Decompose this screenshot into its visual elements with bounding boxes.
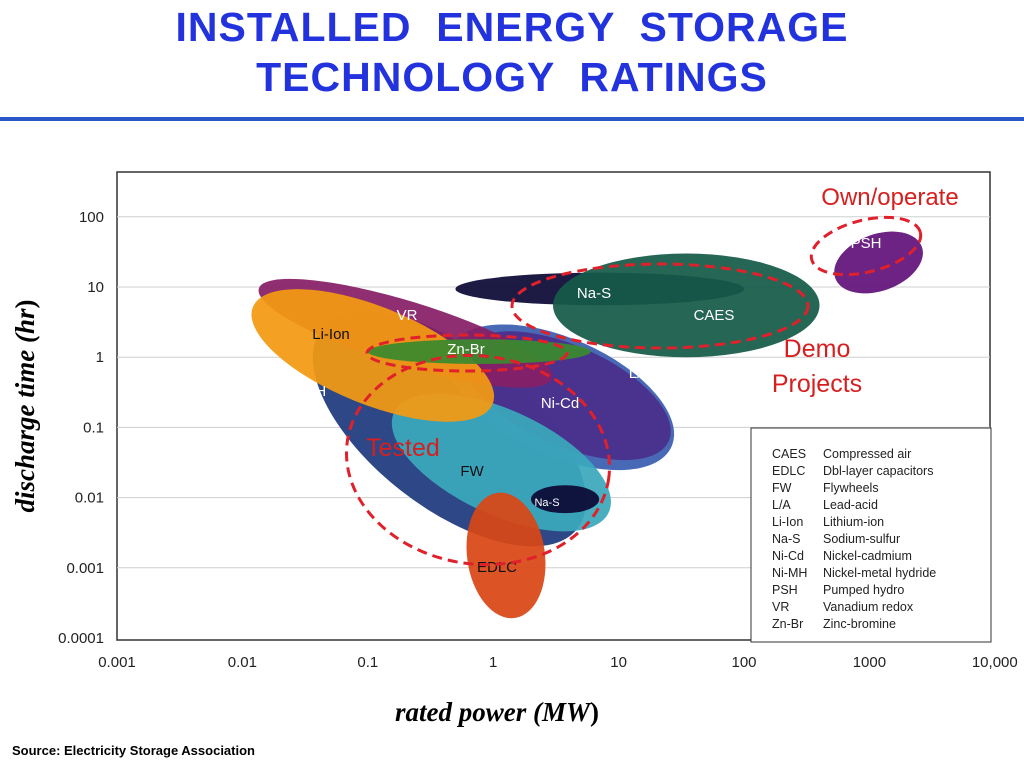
y-tick-label: 0.01 (75, 490, 104, 507)
legend-code: Li-Ion (772, 515, 803, 529)
legend-code: L/A (772, 498, 791, 512)
legend-code: VR (772, 600, 789, 614)
x-tick-label: 10 (610, 654, 627, 671)
legend-code: Ni-Cd (772, 549, 804, 563)
x-tick-label: 1 (489, 654, 497, 671)
legend-code: CAES (772, 447, 806, 461)
x-tick-label: 0.001 (98, 654, 136, 671)
x-tick-label: 1000 (853, 654, 886, 671)
region-nas (530, 485, 600, 514)
source-note: Source: Electricity Storage Association (12, 743, 255, 758)
legend-name: Dbl-layer capacitors (823, 464, 933, 478)
x-axis-label: rated power (MW) (395, 697, 599, 727)
region-label: PSH (851, 235, 882, 252)
legend-code: PSH (772, 583, 798, 597)
y-tick-label: 10 (87, 279, 104, 296)
region-label: Na-S (534, 497, 559, 509)
annotation-label: Projects (772, 370, 862, 398)
annotations: Own/operate Demo Projects Tested (344, 184, 959, 567)
title-divider (0, 117, 1024, 121)
legend-name: Nickel-cadmium (823, 549, 912, 563)
legend: CAES Compressed air EDLC Dbl-layer capacito… (750, 427, 992, 643)
annotation-label: Own/operate (821, 184, 958, 211)
slide-title: INSTALLED ENERGY STORAGE TECHNOLOGY RATI… (0, 2, 1024, 102)
annotation-label: Demo (784, 335, 851, 363)
region-labels: Ni-MH L/A Ni-Cd VR FW Li-Ion Na-S CAES Zn-Br Na-S… (284, 235, 882, 576)
tested-outline (344, 353, 612, 567)
legend-code: EDLC (772, 464, 805, 478)
y-tick-label: 1 (96, 349, 104, 366)
x-tick-label: 10,000 (972, 654, 1018, 671)
region-label: CAES (694, 307, 735, 324)
legend-name: Vanadium redox (823, 600, 914, 614)
legend-name: Zinc-bromine (823, 617, 896, 631)
x-tick-label: 0.1 (357, 654, 378, 671)
y-axis-label: discharge time (hr) (10, 299, 40, 512)
region-label: VR (397, 307, 418, 324)
axis-ticks: 0.0001 0.001 0.01 0.1 1 10 100 0.001 0.01 0.1 1 10 1… (10, 209, 1018, 727)
region-caes (553, 253, 820, 358)
region-edlc (466, 492, 546, 619)
region-liion (251, 289, 495, 422)
legend-code: Zn-Br (772, 617, 803, 631)
title-line-2: TECHNOLOGY RATINGS (256, 54, 768, 100)
x-tick-label: 100 (731, 654, 756, 671)
legend-code: Na-S (772, 532, 800, 546)
legend-code: Ni-MH (772, 566, 807, 580)
region-label: Na-S (577, 285, 611, 302)
legend-name: Lead-acid (823, 498, 878, 512)
region-label: Ni-Cd (541, 395, 579, 412)
region-label: Li-Ion (312, 326, 350, 343)
y-tick-label: 0.1 (83, 419, 104, 436)
legend-code: FW (772, 481, 792, 495)
y-tick-label: 0.001 (66, 560, 104, 577)
technology-regions (251, 231, 923, 619)
legend-name: Pumped hydro (823, 583, 904, 597)
region-label: FW (460, 463, 484, 480)
legend-name: Sodium-sulfur (823, 532, 900, 546)
annotation-label: Tested (366, 434, 440, 462)
legend-box (750, 427, 992, 643)
legend-name: Compressed air (823, 447, 911, 461)
region-label: Ni-MH (284, 383, 327, 400)
region-label: L/A (629, 365, 652, 382)
own-operate-outline (809, 215, 923, 277)
zn-br-outline (365, 333, 569, 373)
title-line-1: INSTALLED ENERGY STORAGE (175, 4, 849, 50)
legend-name: Lithium-ion (823, 515, 884, 529)
legend-name: Nickel-metal hydride (823, 566, 936, 580)
x-tick-label: 0.01 (228, 654, 257, 671)
region-znbr (367, 339, 591, 365)
legend-name: Flywheels (823, 481, 879, 495)
region-label: Zn-Br (447, 341, 485, 358)
y-tick-label: 100 (79, 209, 104, 226)
demo-projects-outline (510, 262, 810, 350)
y-tick-label: 0.0001 (58, 630, 104, 647)
region-psh (834, 231, 923, 294)
